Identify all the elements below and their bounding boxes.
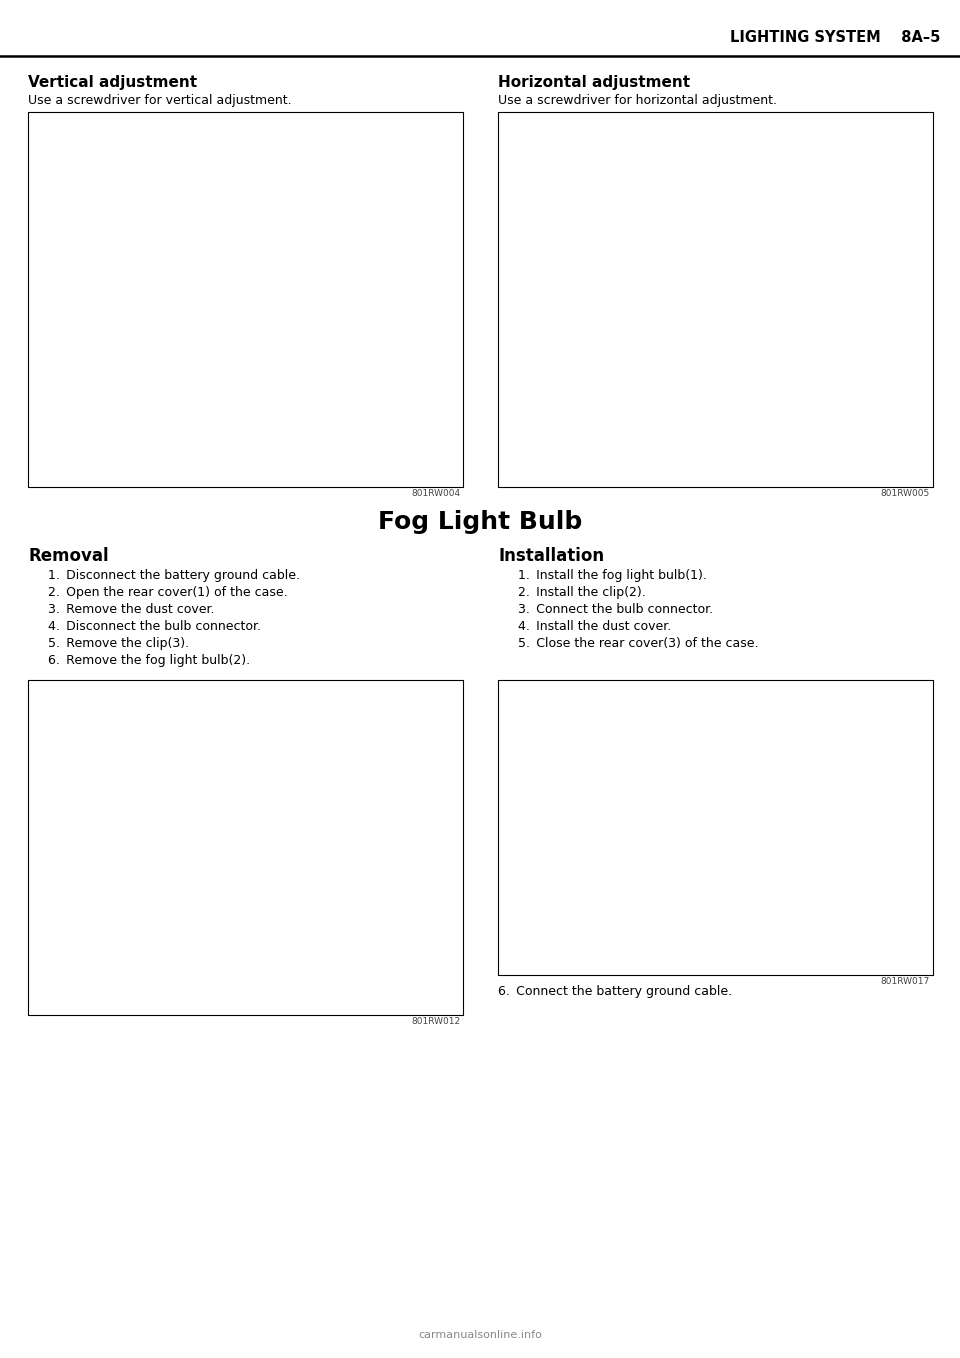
Text: Installation: Installation — [498, 547, 604, 565]
Text: 4. Disconnect the bulb connector.: 4. Disconnect the bulb connector. — [48, 621, 261, 633]
Text: 1. Install the fog light bulb(1).: 1. Install the fog light bulb(1). — [518, 569, 707, 583]
Text: 801RW012: 801RW012 — [411, 1017, 460, 1027]
Text: 4. Install the dust cover.: 4. Install the dust cover. — [518, 621, 671, 633]
Text: Removal: Removal — [28, 547, 108, 565]
Text: 2. Install the clip(2).: 2. Install the clip(2). — [518, 587, 646, 599]
Text: 5. Remove the clip(3).: 5. Remove the clip(3). — [48, 637, 189, 650]
Bar — [498, 111, 933, 488]
Text: Vertical adjustment: Vertical adjustment — [28, 75, 197, 90]
Text: Use a screwdriver for horizontal adjustment.: Use a screwdriver for horizontal adjustm… — [498, 94, 777, 107]
Text: 6. Connect the battery ground cable.: 6. Connect the battery ground cable. — [498, 985, 732, 998]
Text: 801RW017: 801RW017 — [880, 976, 930, 986]
Text: Horizontal adjustment: Horizontal adjustment — [498, 75, 690, 90]
Text: 801RW004: 801RW004 — [411, 489, 460, 498]
Text: Use a screwdriver for vertical adjustment.: Use a screwdriver for vertical adjustmen… — [28, 94, 292, 107]
Text: 2. Open the rear cover(1) of the case.: 2. Open the rear cover(1) of the case. — [48, 587, 288, 599]
Text: 3. Connect the bulb connector.: 3. Connect the bulb connector. — [518, 603, 713, 617]
Text: 1. Disconnect the battery ground cable.: 1. Disconnect the battery ground cable. — [48, 569, 300, 583]
Text: 3. Remove the dust cover.: 3. Remove the dust cover. — [48, 603, 214, 617]
Bar — [28, 680, 463, 1014]
Text: Fog Light Bulb: Fog Light Bulb — [378, 511, 582, 534]
Text: LIGHTING SYSTEM    8A–5: LIGHTING SYSTEM 8A–5 — [730, 30, 940, 46]
Text: carmanualsonline.info: carmanualsonline.info — [418, 1329, 542, 1340]
Bar — [498, 680, 933, 975]
Bar — [28, 111, 463, 488]
Text: 801RW005: 801RW005 — [880, 489, 930, 498]
Text: 6. Remove the fog light bulb(2).: 6. Remove the fog light bulb(2). — [48, 655, 251, 667]
Text: 5. Close the rear cover(3) of the case.: 5. Close the rear cover(3) of the case. — [518, 637, 758, 650]
